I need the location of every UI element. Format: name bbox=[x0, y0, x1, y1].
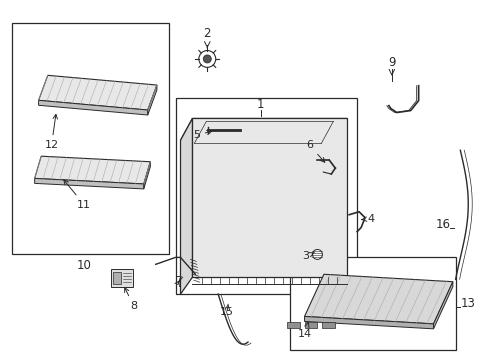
Bar bbox=[289, 257, 455, 350]
Circle shape bbox=[312, 249, 322, 260]
Text: 2: 2 bbox=[203, 27, 211, 40]
Polygon shape bbox=[304, 316, 433, 329]
Polygon shape bbox=[433, 282, 452, 329]
Text: 12: 12 bbox=[44, 114, 59, 150]
Text: 13: 13 bbox=[459, 297, 474, 310]
Bar bbox=[322, 322, 335, 328]
Bar bbox=[113, 272, 121, 284]
Text: 14: 14 bbox=[297, 323, 311, 339]
Circle shape bbox=[203, 55, 211, 63]
Text: 4: 4 bbox=[361, 214, 374, 224]
Bar bbox=[286, 322, 299, 328]
Polygon shape bbox=[147, 85, 157, 115]
Text: 5: 5 bbox=[192, 130, 211, 140]
Text: 3: 3 bbox=[302, 251, 314, 261]
Polygon shape bbox=[180, 118, 346, 140]
Text: 16: 16 bbox=[434, 218, 449, 231]
Polygon shape bbox=[39, 75, 157, 110]
Polygon shape bbox=[35, 179, 143, 189]
Bar bbox=[12, 23, 168, 255]
Text: 1: 1 bbox=[257, 98, 264, 111]
Text: 7: 7 bbox=[174, 275, 182, 288]
Polygon shape bbox=[39, 100, 147, 115]
Polygon shape bbox=[35, 156, 150, 184]
Text: 15: 15 bbox=[220, 304, 234, 317]
Bar bbox=[175, 98, 356, 294]
Polygon shape bbox=[180, 118, 192, 294]
Text: 8: 8 bbox=[124, 288, 137, 311]
Polygon shape bbox=[304, 274, 452, 324]
Bar bbox=[304, 322, 317, 328]
Polygon shape bbox=[143, 162, 150, 189]
Text: 11: 11 bbox=[64, 180, 91, 210]
Bar bbox=[111, 269, 133, 287]
Text: 10: 10 bbox=[77, 259, 91, 272]
Text: 9: 9 bbox=[387, 56, 395, 69]
Circle shape bbox=[199, 50, 215, 67]
Text: 6: 6 bbox=[305, 140, 324, 162]
Polygon shape bbox=[192, 118, 346, 277]
